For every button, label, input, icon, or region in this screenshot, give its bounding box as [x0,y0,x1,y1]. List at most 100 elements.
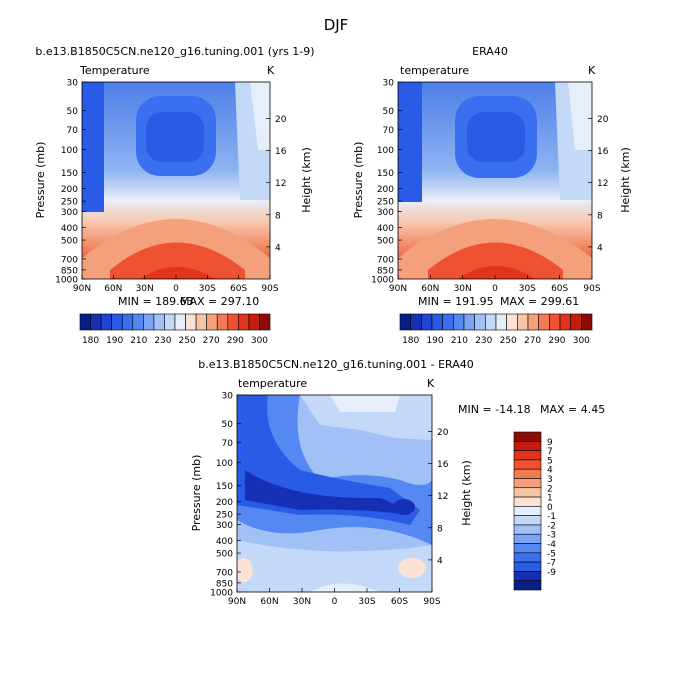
colorbar-label: 180 [402,336,419,346]
panel-obs-subtitle: temperature [400,64,469,77]
colorbar-swatch [513,468,542,479]
pressure-tick-label: 70 [383,126,395,136]
colorbar-swatch [485,313,497,331]
panel-obs-title: ERA40 [472,45,508,58]
lat-tick-label: 30S [358,597,375,607]
pressure-tick-label: 70 [67,126,79,136]
panel-diff: b.e13.B1850C5CN.ne120_g16.tuning.001 - E… [190,358,605,607]
pressure-tick-label: 30 [67,79,79,89]
colorbar-label: 290 [548,336,565,346]
pressure-tick-label: 50 [222,420,234,430]
colorbar-label: -2 [547,521,556,531]
pressure-tick-label: 1000 [371,276,394,286]
lat-tick-label: 90N [73,284,91,294]
colorbar-label: 270 [524,336,541,346]
panel-obs-field [398,82,592,279]
colorbar-label: 180 [82,336,99,346]
pressure-tick-label: 250 [216,511,233,521]
pressure-tick-label: 700 [216,568,233,578]
colorbar-swatch [463,313,475,331]
pressure-tick-label: 300 [61,208,78,218]
panel-obs-corner: K [588,64,596,77]
pressure-tick-label: 1000 [55,276,78,286]
panel-obs-min: MIN = 191.95 [418,295,494,308]
lat-tick-label: 90N [228,597,246,607]
pressure-tick-label: 150 [377,169,394,179]
colorbar-label: -4 [547,540,556,550]
colorbar-swatch [216,313,229,331]
colorbar-swatch [513,496,542,507]
pressure-tick-label: 250 [377,198,394,208]
colorbar-label: 300 [573,336,590,346]
colorbar-label: 290 [227,336,244,346]
colorbar-swatch [513,543,542,554]
height-tick-label: 20 [597,115,609,125]
colorbar-swatch [513,478,542,489]
height-tick-label: 20 [275,115,287,125]
colorbar-label: 9 [547,438,553,448]
lat-tick-label: 60N [104,284,122,294]
colorbar-label: 0 [547,503,553,513]
lat-tick-label: 60S [391,597,408,607]
colorbar-swatch [513,580,542,591]
figure-title: DJF [324,16,349,34]
lat-tick-label: 90S [583,284,600,294]
colorbar-label: 250 [178,336,195,346]
pressure-tick-label: 150 [61,169,78,179]
panel-obs: ERA40 temperature K Pressure (mb) Height… [352,45,632,346]
height-tick-label: 4 [597,243,603,253]
colorbar-swatch [559,313,571,331]
panel-obs-y2label: Height (km) [619,147,632,213]
colorbar-label: 5 [547,456,553,466]
colorbar-swatch [513,571,542,582]
lat-tick-label: 60S [551,284,568,294]
colorbar-swatch [513,487,542,498]
colorbar-swatch [153,313,165,331]
colorbar-label: 2 [547,484,553,494]
pressure-tick-label: 500 [216,550,233,560]
colorbar-swatch [164,313,176,331]
colorbar-label: 230 [154,336,171,346]
height-tick-label: 12 [275,179,286,189]
pressure-tick-label: 300 [216,521,233,531]
colorbar-label: -1 [547,512,556,522]
colorbar-swatch [421,313,433,331]
height-tick-label: 4 [437,556,443,566]
colorbar-swatch [513,524,542,535]
pressure-tick-label: 500 [61,237,78,247]
lat-tick-label: 30N [454,284,472,294]
lat-tick-label: 90S [423,597,440,607]
panel-diff-max: MAX = 4.45 [540,403,605,416]
panel-model-lat-ticks: 90N 60N 30N 0 30S 60S 90S [73,275,279,294]
colorbar-label: 4 [547,466,553,476]
pressure-tick-label: 850 [216,579,233,589]
colorbar-swatch [527,313,539,331]
height-tick-label: 8 [437,524,443,534]
pressure-tick-label: 70 [222,439,234,449]
pressure-tick-label: 200 [61,185,78,195]
height-tick-label: 12 [597,179,608,189]
colorbar-swatch [495,313,507,331]
colorbar-swatch [132,313,144,331]
colorbar-label: 210 [451,336,468,346]
pressure-tick-label: 1000 [210,589,233,599]
colorbar-label: 190 [106,336,123,346]
panel-model: b.e13.B1850C5CN.ne120_g16.tuning.001 (yr… [34,45,315,346]
colorbar-swatch [399,313,411,331]
colorbar-label: -5 [547,549,556,559]
panel-model-title: b.e13.B1850C5CN.ne120_g16.tuning.001 (yr… [35,45,314,58]
panel-model-height-ticks: 20 16 12 8 4 [266,115,287,253]
colorbar-swatch [513,440,542,451]
pressure-tick-label: 50 [383,107,395,117]
panel-obs-max: MAX = 299.61 [500,295,579,308]
panel-diff-min: MIN = -14.18 [458,403,531,416]
height-tick-label: 8 [597,211,603,221]
pressure-tick-label: 400 [377,224,394,234]
colorbar-swatch [410,313,422,331]
colorbar-swatch [513,506,542,516]
panel-model-min: MIN = 189.63 [118,295,194,308]
lat-tick-label: 60N [421,284,439,294]
colorbar-label: 210 [130,336,147,346]
lat-tick-label: 30S [199,284,216,294]
